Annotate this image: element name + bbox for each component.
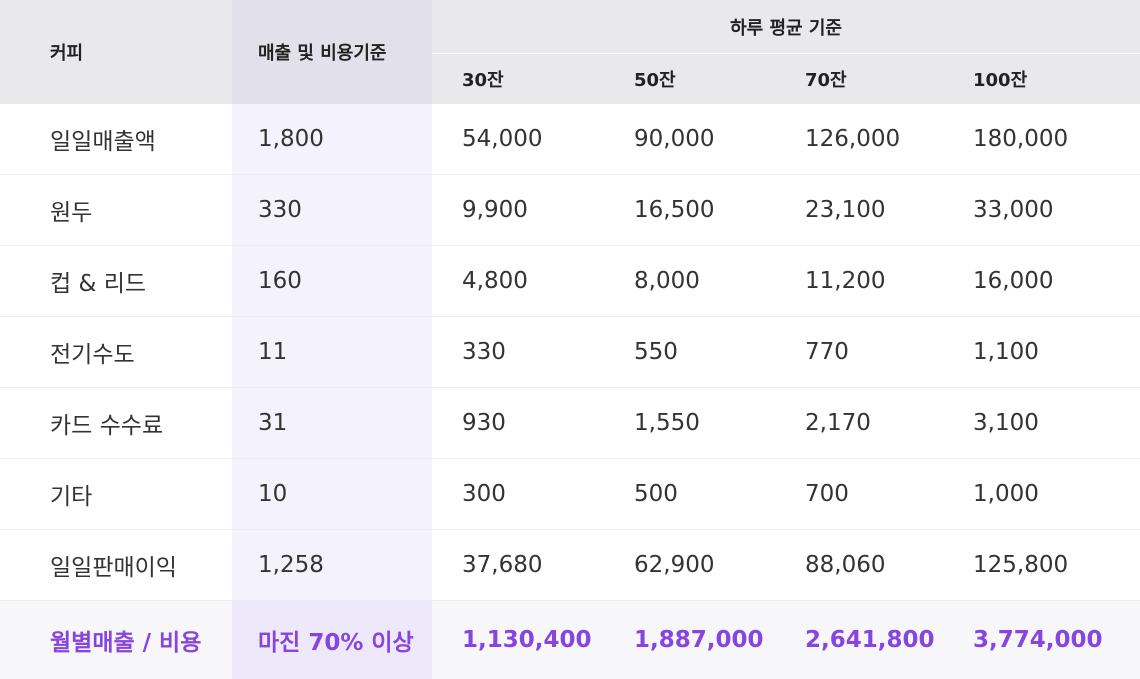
table-row: 컵 & 리드 160 4,800 8,000 11,200 16,000 [0, 246, 1140, 317]
value-cell-30: 37,680 [432, 530, 604, 601]
monthly-total-row: 월별매출 / 비용 마진 70% 이상 1,130,400 1,887,000 … [0, 601, 1140, 679]
value-cell-30: 300 [432, 459, 604, 530]
value-cell-30: 54,000 [432, 104, 604, 175]
row-label: 컵 & 리드 [0, 246, 232, 317]
basis-cell: 11 [232, 317, 432, 388]
row-label: 카드 수수료 [0, 388, 232, 459]
total-value-50: 1,887,000 [604, 601, 775, 679]
table-row: 기타 10 300 500 700 1,000 [0, 459, 1140, 530]
value-cell-50: 8,000 [604, 246, 775, 317]
value-cell-100: 1,100 [943, 317, 1140, 388]
total-value-100: 3,774,000 [943, 601, 1140, 679]
value-cell-70: 126,000 [775, 104, 943, 175]
table-row: 전기수도 11 330 550 770 1,100 [0, 317, 1140, 388]
value-cell-50: 500 [604, 459, 775, 530]
table-row: 일일매출액 1,800 54,000 90,000 126,000 180,00… [0, 104, 1140, 175]
value-cell-30: 330 [432, 317, 604, 388]
basis-cell: 10 [232, 459, 432, 530]
value-cell-30: 9,900 [432, 175, 604, 246]
table-body: 일일매출액 1,800 54,000 90,000 126,000 180,00… [0, 104, 1140, 679]
row-label: 기타 [0, 459, 232, 530]
cups-50-header: 50잔 [604, 54, 775, 105]
value-cell-100: 16,000 [943, 246, 1140, 317]
table-row: 일일판매이익 1,258 37,680 62,900 88,060 125,80… [0, 530, 1140, 601]
value-cell-30: 4,800 [432, 246, 604, 317]
corner-header: 커피 [0, 0, 232, 104]
row-label: 원두 [0, 175, 232, 246]
row-label: 전기수도 [0, 317, 232, 388]
cups-30-header: 30잔 [432, 54, 604, 105]
value-cell-30: 930 [432, 388, 604, 459]
total-value-70: 2,641,800 [775, 601, 943, 679]
value-cell-70: 770 [775, 317, 943, 388]
table-row: 원두 330 9,900 16,500 23,100 33,000 [0, 175, 1140, 246]
value-cell-50: 550 [604, 317, 775, 388]
value-cell-70: 700 [775, 459, 943, 530]
basis-cell: 1,800 [232, 104, 432, 175]
row-label: 일일매출액 [0, 104, 232, 175]
value-cell-100: 33,000 [943, 175, 1140, 246]
value-cell-100: 180,000 [943, 104, 1140, 175]
value-cell-100: 125,800 [943, 530, 1140, 601]
value-cell-100: 1,000 [943, 459, 1140, 530]
table-header: 커피 매출 및 비용기준 하루 평균 기준 30잔 50잔 70잔 100잔 [0, 0, 1140, 104]
row-label: 일일판매이익 [0, 530, 232, 601]
daily-average-group-header: 하루 평균 기준 [432, 0, 1140, 54]
cups-100-header: 100잔 [943, 54, 1140, 105]
basis-cell: 1,258 [232, 530, 432, 601]
basis-cell: 160 [232, 246, 432, 317]
value-cell-50: 62,900 [604, 530, 775, 601]
value-cell-50: 90,000 [604, 104, 775, 175]
value-cell-70: 11,200 [775, 246, 943, 317]
value-cell-70: 23,100 [775, 175, 943, 246]
value-cell-50: 1,550 [604, 388, 775, 459]
cups-70-header: 70잔 [775, 54, 943, 105]
value-cell-100: 3,100 [943, 388, 1140, 459]
value-cell-70: 2,170 [775, 388, 943, 459]
value-cell-50: 16,500 [604, 175, 775, 246]
basis-header: 매출 및 비용기준 [232, 0, 432, 104]
table-row: 카드 수수료 31 930 1,550 2,170 3,100 [0, 388, 1140, 459]
margin-basis-cell: 마진 70% 이상 [232, 601, 432, 679]
value-cell-70: 88,060 [775, 530, 943, 601]
basis-cell: 31 [232, 388, 432, 459]
basis-cell: 330 [232, 175, 432, 246]
total-row-label: 월별매출 / 비용 [0, 601, 232, 679]
total-value-30: 1,130,400 [432, 601, 604, 679]
